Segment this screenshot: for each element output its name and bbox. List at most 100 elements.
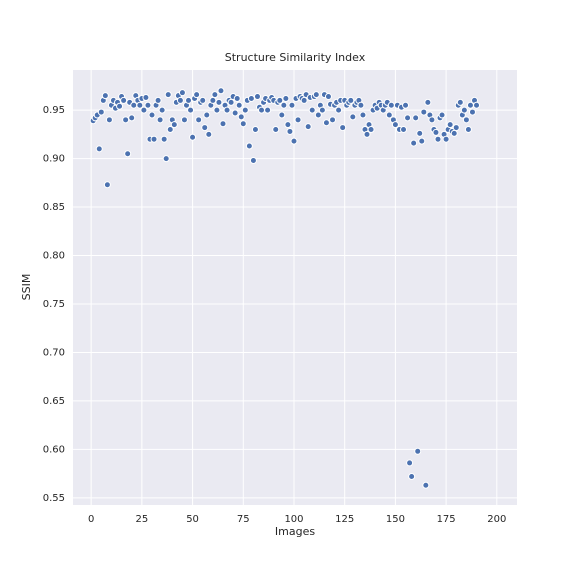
point — [235, 101, 243, 109]
point — [434, 135, 442, 143]
y-tick-label: 0.95 — [43, 105, 65, 116]
point — [406, 459, 414, 467]
point — [428, 116, 436, 124]
point — [416, 129, 424, 137]
y-tick-label: 0.60 — [43, 444, 65, 455]
x-tick-label: 50 — [186, 514, 199, 525]
y-axis-label: SSIM — [20, 274, 33, 301]
point — [418, 137, 426, 145]
point — [187, 106, 195, 114]
point — [231, 109, 239, 117]
y-tick-label: 0.75 — [43, 299, 65, 310]
point — [158, 106, 166, 114]
point — [136, 101, 144, 109]
y-tick-label: 0.70 — [43, 347, 65, 358]
point — [213, 106, 221, 114]
point — [164, 91, 172, 99]
point — [217, 87, 225, 95]
point — [385, 111, 393, 119]
x-axis-label: Images — [275, 525, 315, 538]
point — [290, 137, 298, 145]
point — [120, 96, 128, 104]
point — [233, 94, 241, 102]
point — [300, 96, 308, 104]
point — [402, 101, 410, 109]
point — [357, 101, 365, 109]
point — [442, 135, 450, 143]
point — [412, 114, 420, 122]
point — [258, 106, 266, 114]
x-tick-label: 0 — [88, 514, 94, 525]
point — [468, 108, 476, 116]
point — [251, 126, 259, 134]
point — [363, 130, 371, 138]
point — [280, 101, 288, 109]
point — [456, 98, 464, 106]
point — [438, 111, 446, 119]
point — [237, 113, 245, 121]
x-tick-label: 200 — [487, 514, 506, 525]
x-tick-label: 100 — [284, 514, 303, 525]
point — [452, 124, 460, 132]
plot-area — [73, 70, 517, 505]
point — [314, 111, 322, 119]
point — [148, 111, 156, 119]
y-tick-label: 0.80 — [43, 251, 65, 262]
point — [450, 129, 458, 137]
point — [176, 96, 184, 104]
point — [209, 96, 217, 104]
point — [367, 126, 375, 134]
point — [446, 121, 454, 129]
point — [227, 98, 235, 106]
point — [464, 126, 472, 134]
y-tick-label: 0.65 — [43, 396, 65, 407]
point — [162, 155, 170, 163]
point — [103, 181, 111, 189]
point — [241, 106, 249, 114]
point — [180, 116, 188, 124]
point — [278, 111, 286, 119]
x-tick-label: 175 — [437, 514, 456, 525]
point — [203, 111, 211, 119]
point — [199, 96, 207, 104]
point — [422, 481, 430, 489]
point — [324, 93, 332, 101]
point — [308, 106, 316, 114]
point — [189, 133, 197, 141]
point — [387, 101, 395, 109]
point — [239, 120, 247, 128]
point — [185, 96, 193, 104]
point — [462, 116, 470, 124]
point — [408, 473, 416, 481]
point — [154, 96, 162, 104]
point — [223, 106, 231, 114]
point — [105, 116, 113, 124]
point — [318, 106, 326, 114]
y-tick-label: 0.85 — [43, 202, 65, 213]
point — [404, 114, 412, 122]
point — [95, 145, 103, 153]
point — [304, 123, 312, 131]
point — [432, 128, 440, 136]
point — [312, 91, 320, 99]
point — [170, 121, 178, 129]
point — [400, 126, 408, 134]
point — [286, 127, 294, 135]
point — [249, 157, 257, 165]
x-tick-label: 150 — [386, 514, 405, 525]
point — [215, 98, 223, 106]
point — [253, 93, 261, 101]
point — [272, 126, 280, 134]
point — [124, 150, 132, 158]
point — [284, 121, 292, 129]
point — [282, 94, 290, 102]
point — [414, 447, 422, 455]
point — [420, 108, 428, 116]
point — [247, 94, 255, 102]
point — [178, 89, 186, 97]
point — [322, 119, 330, 127]
point — [329, 116, 337, 124]
point — [156, 116, 164, 124]
x-tick-label: 125 — [335, 514, 354, 525]
